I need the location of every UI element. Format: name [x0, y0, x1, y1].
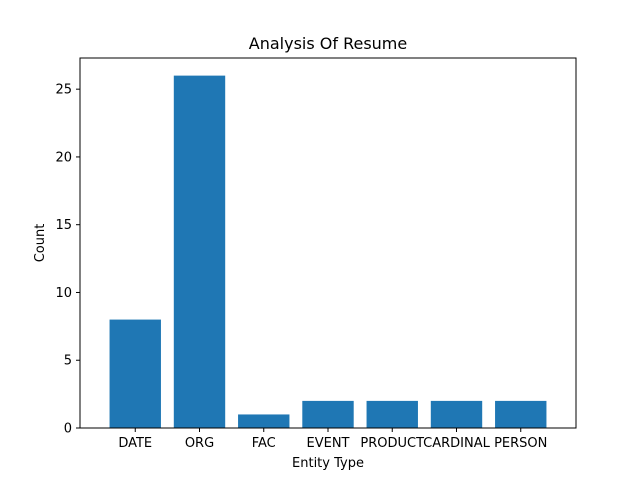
x-tick-label: PRODUCT: [360, 436, 424, 451]
y-ticks-group: 0 5 10 15 20 25: [55, 83, 80, 437]
y-axis-label: Count: [33, 224, 48, 263]
x-tick-label: ORG: [185, 436, 214, 451]
bars-group: [109, 75, 547, 429]
y-tick-label: 20: [55, 150, 72, 165]
y-tick-label: 25: [55, 83, 72, 98]
bar-person: [495, 400, 547, 428]
x-tick-label: CARDINAL: [423, 436, 490, 451]
chart-title: Analysis Of Resume: [249, 34, 407, 53]
bar-date: [109, 319, 161, 428]
x-tick-label: PERSON: [494, 436, 547, 451]
y-tick-label: 0: [64, 422, 72, 437]
x-axis-label: Entity Type: [292, 456, 364, 471]
x-tick-label: FAC: [252, 436, 276, 451]
x-tick-label: EVENT: [307, 436, 350, 451]
y-tick-label: 10: [55, 286, 72, 301]
y-tick-label: 5: [64, 354, 72, 369]
y-tick-label: 15: [55, 218, 72, 233]
bar-org: [173, 75, 226, 429]
bar-fac: [238, 414, 290, 428]
bar-event: [302, 400, 354, 428]
bar-cardinal: [430, 400, 483, 428]
bar-product: [366, 400, 418, 428]
x-ticks-group: DATE ORG FAC EVENT PRODUCT CARDINAL PERSON: [118, 428, 547, 451]
x-tick-label: DATE: [118, 436, 152, 451]
plot-area-frame: [79, 57, 577, 429]
